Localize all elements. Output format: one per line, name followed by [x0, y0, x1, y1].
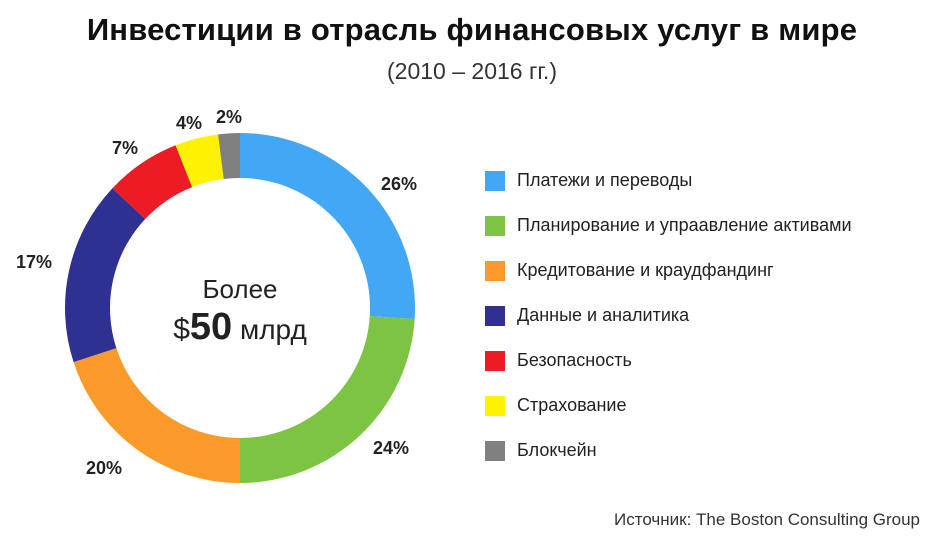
- slice-label-security: 7%: [112, 138, 139, 158]
- legend-swatch: [485, 395, 505, 416]
- slice-label-data-analytics: 17%: [16, 252, 53, 272]
- center-amount-value: 50: [189, 306, 233, 348]
- slice-label-asset-management: 24%: [373, 438, 410, 458]
- donut-slice-lending: [73, 348, 240, 483]
- source-note: Источник: The Boston Consulting Group: [614, 510, 920, 529]
- slice-label-payments: 26%: [381, 174, 418, 194]
- donut-slice-insurance: [175, 134, 224, 188]
- slice-label-blockchain: 2%: [216, 107, 243, 127]
- center-amount-unit: млрд: [239, 314, 307, 345]
- legend-item-security: Безопасность: [485, 338, 852, 383]
- legend-label: Страхование: [517, 395, 627, 415]
- slice-label-lending: 20%: [86, 458, 123, 478]
- legend-swatch: [485, 350, 505, 371]
- center-label-amount: $50 млрд: [120, 306, 360, 349]
- legend-item-blockchain: Блокчейн: [485, 428, 852, 473]
- legend-label: Безопасность: [517, 350, 632, 370]
- legend-item-lending: Кредитование и краудфандинг: [485, 248, 852, 293]
- donut-slice-asset-management: [240, 316, 415, 483]
- legend: Платежи и переводы Планирование и упраав…: [485, 158, 852, 473]
- legend-swatch: [485, 440, 505, 461]
- legend-label: Данные и аналитика: [517, 305, 690, 325]
- legend-label: Кредитование и краудфандинг: [517, 260, 774, 280]
- legend-item-insurance: Страхование: [485, 383, 852, 428]
- legend-swatch: [485, 170, 505, 191]
- center-label-line1: Более: [202, 274, 278, 304]
- legend-item-asset-management: Планирование и упраавление активами: [485, 203, 852, 248]
- legend-item-data-analytics: Данные и аналитика: [485, 293, 852, 338]
- legend-label: Планирование и упраавление активами: [517, 215, 852, 235]
- slice-label-insurance: 4%: [176, 113, 203, 133]
- chart-subtitle: (2010 – 2016 гг.): [387, 58, 557, 84]
- donut-slice-security: [112, 145, 193, 220]
- legend-label: Блокчейн: [517, 440, 597, 460]
- legend-label: Платежи и переводы: [517, 170, 693, 190]
- legend-swatch: [485, 260, 505, 281]
- donut-slice-payments: [240, 133, 415, 319]
- legend-item-payments: Платежи и переводы: [485, 158, 852, 203]
- center-currency: $: [173, 313, 190, 346]
- legend-swatch: [485, 215, 505, 236]
- legend-swatch: [485, 305, 505, 326]
- donut-slice-data-analytics: [65, 188, 146, 363]
- chart-title: Инвестиции в отрасль финансовых услуг в …: [86, 12, 858, 47]
- donut-slice-blockchain: [218, 133, 240, 180]
